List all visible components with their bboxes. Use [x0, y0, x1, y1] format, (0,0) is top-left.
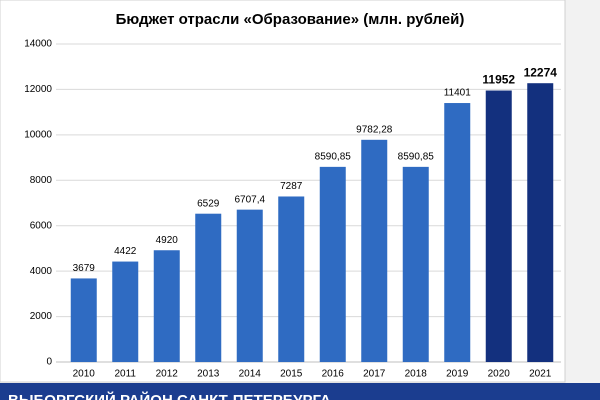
x-tick-label: 2021: [529, 369, 552, 380]
x-tick-label: 2018: [405, 369, 428, 380]
bar: [485, 90, 512, 362]
value-label: 6529: [197, 198, 220, 209]
y-tick-label: 12000: [24, 84, 52, 95]
value-label: 4920: [156, 235, 179, 246]
x-tick-label: 2016: [322, 369, 345, 380]
y-tick-label: 8000: [30, 175, 53, 186]
value-label: 11401: [444, 88, 472, 99]
bar: [527, 83, 554, 362]
y-tick-label: 10000: [24, 129, 52, 140]
y-tick-label: 6000: [30, 220, 53, 231]
bar: [444, 103, 471, 363]
bar: [402, 166, 429, 362]
x-tick-label: 2012: [156, 369, 179, 380]
x-tick-label: 2014: [239, 369, 262, 380]
footer-text: ВЫБОРГСКИЙ РАЙОН САНКТ-ПЕТЕРБУРГА: [8, 391, 331, 400]
y-tick-label: 14000: [24, 39, 52, 50]
bar: [319, 166, 346, 362]
y-tick-label: 0: [46, 357, 52, 368]
value-label: 3679: [73, 263, 96, 274]
x-tick-label: 2010: [73, 369, 96, 380]
value-label: 11952: [482, 73, 515, 87]
x-tick-label: 2011: [114, 369, 136, 380]
bar: [236, 209, 263, 362]
bar: [361, 139, 388, 362]
bar: [70, 278, 97, 362]
x-tick-label: 2015: [280, 369, 303, 380]
bar: [278, 196, 305, 362]
x-tick-label: 2019: [446, 369, 469, 380]
chart-title: Бюджет отрасли «Образование» (млн. рубле…: [116, 11, 465, 28]
bar: [112, 261, 139, 362]
value-label: 8590,85: [398, 152, 435, 163]
value-label: 7287: [280, 181, 303, 192]
footer-banner: [0, 383, 600, 400]
x-tick-label: 2013: [197, 369, 220, 380]
value-label: 8590,85: [315, 152, 352, 163]
x-tick-label: 2017: [363, 369, 386, 380]
value-label: 12274: [524, 65, 558, 79]
bar: [153, 250, 180, 362]
y-tick-label: 2000: [30, 311, 53, 322]
value-label: 4422: [114, 246, 137, 257]
value-label: 6707,4: [234, 194, 265, 205]
value-label: 9782,28: [356, 124, 393, 135]
x-tick-label: 2020: [488, 369, 511, 380]
y-tick-label: 4000: [30, 266, 53, 277]
bar: [195, 213, 222, 362]
